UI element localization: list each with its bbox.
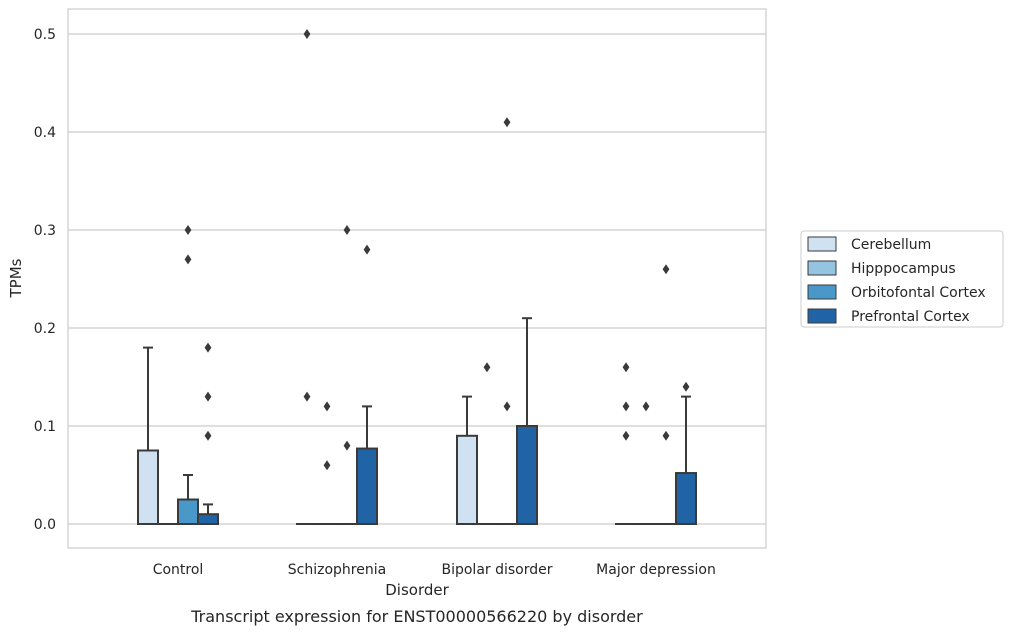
x-tick-label: Major depression xyxy=(596,562,716,578)
legend-label: Orbitofontal Cortex xyxy=(851,285,986,301)
box-cerebellum xyxy=(296,29,318,526)
outlier-point xyxy=(323,401,331,412)
legend-swatch xyxy=(807,308,837,324)
box-orbitofontal-cortex xyxy=(336,225,358,526)
outlier-point xyxy=(662,430,670,441)
box-cerebellum xyxy=(456,395,478,525)
grid-lines xyxy=(68,33,766,525)
legend-label: Prefrontal Cortex xyxy=(851,309,970,325)
legend-item: Hipppocampus xyxy=(807,260,956,277)
box-hipppocampus xyxy=(316,401,338,526)
box-iqr xyxy=(456,434,478,525)
y-tick-label: 0.5 xyxy=(34,27,56,43)
box-hipppocampus xyxy=(476,362,498,526)
y-tick-label: 0.3 xyxy=(34,223,56,239)
legend-item: Prefrontal Cortex xyxy=(807,308,970,325)
box-iqr xyxy=(177,498,199,525)
x-axis-label: Disorder xyxy=(385,581,449,599)
outlier-point xyxy=(204,391,212,402)
legend-swatch xyxy=(807,236,837,252)
outlier-point xyxy=(343,440,351,451)
y-tick-label: 0.2 xyxy=(34,321,56,337)
box-iqr xyxy=(137,449,159,525)
box-orbitofontal-cortex xyxy=(177,225,199,525)
outlier-point xyxy=(642,401,650,412)
outlier-point xyxy=(682,381,690,392)
plot-area xyxy=(67,8,767,549)
outlier-point xyxy=(503,401,511,412)
outlier-point xyxy=(204,342,212,353)
legend-item: Cerebellum xyxy=(807,236,931,253)
outlier-point xyxy=(323,460,331,471)
outlier-point xyxy=(622,430,630,441)
y-axis-label: TPMs xyxy=(7,258,25,298)
x-tick-label: Schizophrenia xyxy=(288,562,386,578)
x-tick-label: Control xyxy=(153,562,204,578)
chart-caption: Transcript expression for ENST0000056622… xyxy=(190,607,643,626)
box-orbitofontal-cortex xyxy=(496,117,518,526)
box-marks xyxy=(137,29,697,526)
outlier-point xyxy=(303,391,311,402)
box-prefrontal-cortex xyxy=(197,342,219,526)
outlier-point xyxy=(303,29,311,39)
outlier-point xyxy=(363,244,371,255)
outlier-point xyxy=(622,362,630,373)
y-tick-label: 0.1 xyxy=(34,419,56,435)
outlier-point xyxy=(184,225,192,235)
outlier-point xyxy=(483,362,491,373)
legend-item: Orbitofontal Cortex xyxy=(807,284,986,301)
legend-swatch xyxy=(807,284,837,300)
box-iqr xyxy=(356,447,378,526)
box-orbitofontal-cortex xyxy=(655,264,677,526)
box-prefrontal-cortex xyxy=(356,244,378,526)
y-axis-ticks: 0.0 0.1 0.2 0.3 0.4 0.5 xyxy=(34,27,56,533)
legend-label: Hipppocampus xyxy=(851,261,956,277)
box-cerebellum xyxy=(137,346,159,525)
y-tick-label: 0.0 xyxy=(34,517,56,533)
outlier-point xyxy=(343,225,351,235)
x-tick-label: Bipolar disorder xyxy=(441,562,552,578)
box-cerebellum xyxy=(615,362,637,526)
legend-label: Cerebellum xyxy=(851,237,931,253)
box-hipppocampus xyxy=(635,401,657,526)
outlier-point xyxy=(662,264,670,275)
outlier-point xyxy=(184,254,192,265)
legend-swatch xyxy=(807,260,837,276)
legend-items: Cerebellum Hipppocampus Orbitofontal Corte… xyxy=(807,236,986,325)
box-prefrontal-cortex xyxy=(516,317,538,525)
x-axis-ticks: Control Schizophrenia Bipolar disorder Majo… xyxy=(153,562,716,578)
outlier-point xyxy=(503,117,511,128)
box-iqr xyxy=(516,425,538,525)
outlier-point xyxy=(204,430,212,441)
outlier-point xyxy=(622,401,630,412)
box-iqr xyxy=(675,472,697,526)
legend-frame xyxy=(800,230,1004,328)
legend: Cerebellum Hipppocampus Orbitofontal Corte… xyxy=(800,230,1004,328)
box-prefrontal-cortex xyxy=(675,381,697,526)
box-iqr xyxy=(197,513,219,526)
y-tick-label: 0.4 xyxy=(34,125,56,141)
